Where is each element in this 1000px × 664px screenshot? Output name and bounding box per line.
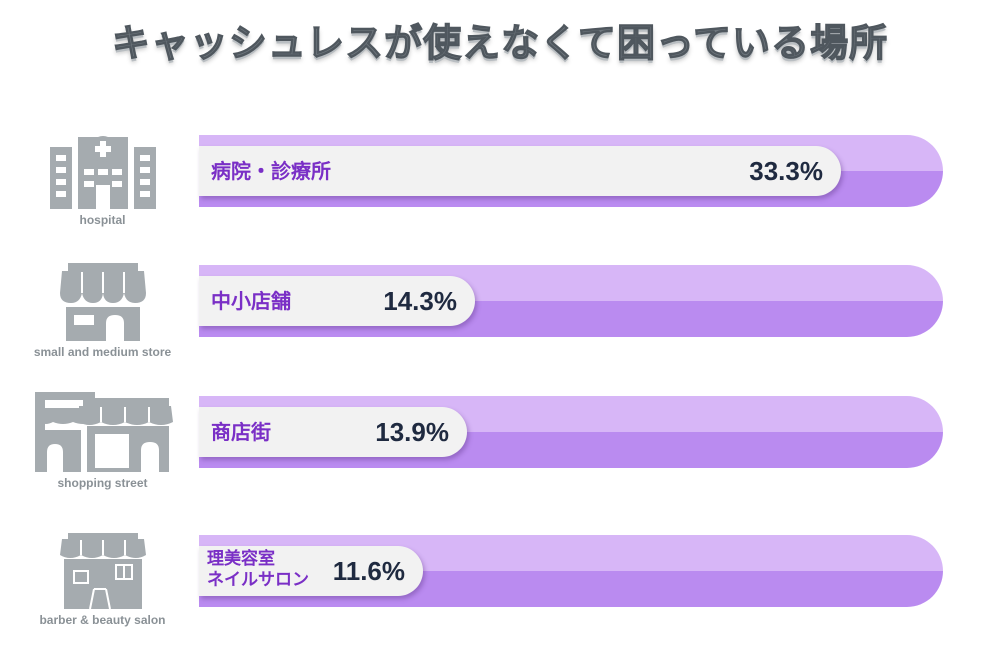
category-label-line: ネイルサロン <box>207 570 309 590</box>
store-icon <box>59 263 146 341</box>
value-label: 13.9% <box>375 417 449 447</box>
hospital-caption: hospital <box>79 213 126 227</box>
chart-row-salon: barber & beauty salon 理美容室 ネイルサロン 11.6% <box>0 525 1000 655</box>
page-title: キャッシュレスが使えなくて困っている場所 <box>111 20 889 65</box>
category-label: 商店街 <box>211 420 271 444</box>
value-label: 14.3% <box>383 286 457 316</box>
chart-row-shopping-street: shopping street 商店街 13.9% <box>0 386 1000 516</box>
shopping-street-icon <box>34 392 173 472</box>
category-label-line: 理美容室 <box>207 549 275 569</box>
store-icon-group: small and medium store <box>0 263 205 359</box>
category-label: 病院・診療所 <box>211 159 331 183</box>
hospital-icon <box>49 136 156 209</box>
category-label: 中小店舗 <box>211 289 291 313</box>
bar-track: 商店街 13.9% <box>199 396 943 468</box>
hospital-icon-group: hospital <box>0 129 205 227</box>
salon-icon <box>59 533 146 609</box>
value-label: 33.3% <box>749 156 823 186</box>
store-caption: small and medium store <box>33 345 172 359</box>
bar-hospital: 病院・診療所 33.3% <box>199 146 841 196</box>
bar-salon: 理美容室 ネイルサロン 11.6% <box>199 546 423 596</box>
shopping-street-caption: shopping street <box>57 476 148 490</box>
shopping-street-icon-group: shopping street <box>0 390 205 490</box>
salon-caption: barber & beauty salon <box>39 613 166 627</box>
bar-store: 中小店舗 14.3% <box>199 276 475 326</box>
bar-track: 病院・診療所 33.3% <box>199 135 943 207</box>
bar-track: 理美容室 ネイルサロン 11.6% <box>199 535 943 607</box>
chart-row-hospital: hospital 病院・診療所 33.3% <box>0 125 1000 255</box>
bar-track: 中小店舗 14.3% <box>199 265 943 337</box>
chart-row-store: small and medium store 中小店舗 14.3% <box>0 255 1000 385</box>
category-label: 理美容室 ネイルサロン <box>207 549 309 591</box>
bar-shopping-street: 商店街 13.9% <box>199 407 467 457</box>
value-label: 11.6% <box>332 556 405 586</box>
salon-icon-group: barber & beauty salon <box>0 533 205 627</box>
